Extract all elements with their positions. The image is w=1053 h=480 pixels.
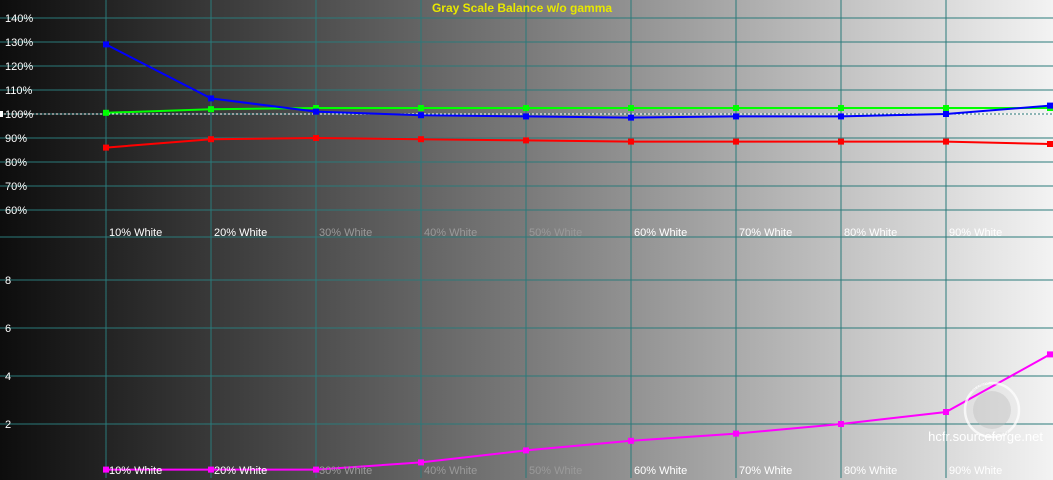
data-point: [943, 105, 949, 111]
data-point: [418, 136, 424, 143]
x-tick-label: 70% White: [739, 227, 792, 239]
y-tick-label: 6: [5, 323, 11, 335]
series-line: [106, 353, 1051, 471]
tick-labels: 140% 130% 120% 110% 100% 90% 80% 70% 60% 8 6 4 2 10% …: [5, 13, 1002, 477]
data-point: [838, 421, 844, 427]
data-point: [523, 447, 529, 454]
chart-title: Gray Scale Balance w/o gamma: [432, 1, 612, 15]
y-tick-label: 90%: [5, 133, 27, 145]
x-tick-label: 40% White: [424, 227, 477, 239]
data-point: [733, 113, 739, 120]
data-point: [838, 138, 844, 145]
data-point: [628, 437, 634, 444]
y-tick-label: 70%: [5, 181, 27, 193]
data-point: [523, 137, 529, 144]
data-point: [523, 105, 529, 111]
series-line: [105, 43, 1051, 119]
y-tick-label: 130%: [5, 37, 33, 49]
data-point: [838, 105, 844, 111]
watermark-site: hcfr.sourceforge.net: [928, 429, 1043, 444]
x-tick-label: 50% White: [529, 465, 582, 477]
data-point: [628, 105, 634, 111]
logo-disc: [973, 391, 1011, 429]
series-lines: [103, 41, 1053, 473]
data-point: [208, 106, 214, 113]
x-tick-label: 80% White: [844, 465, 897, 477]
x-tick-label: 60% White: [634, 227, 687, 239]
data-point: [523, 113, 529, 120]
data-point: [418, 112, 424, 119]
x-tick-label: 80% White: [844, 227, 897, 239]
y-tick-label: 120%: [5, 61, 33, 73]
data-point: [208, 136, 214, 143]
data-point: [103, 144, 109, 151]
series-line: [105, 107, 1050, 114]
data-point: [1047, 102, 1053, 109]
reference-marker: [0, 111, 3, 117]
x-tick-label: 40% White: [424, 465, 477, 477]
logo-url: www.ge.nl: [985, 431, 1008, 437]
data-point: [313, 105, 319, 111]
y-tick-label: 110%: [5, 85, 33, 97]
y-tick-label: 4: [5, 371, 11, 383]
data-point: [208, 95, 214, 102]
data-point: [103, 109, 109, 116]
x-tick-label: 70% White: [739, 465, 792, 477]
data-point: [103, 41, 109, 48]
data-point: [313, 466, 319, 473]
x-tick-label: 20% White: [214, 227, 267, 239]
reference-lines: [0, 111, 1053, 117]
x-tick-label: 50% White: [529, 227, 582, 239]
data-point: [943, 111, 949, 117]
logo-ring: [963, 381, 1021, 439]
data-point: [943, 409, 949, 415]
data-point: [103, 466, 109, 473]
x-tick-label: 10% White: [109, 465, 162, 477]
x-tick-label: 30% White: [319, 465, 372, 477]
data-point: [838, 113, 844, 120]
x-tick-label: 90% White: [949, 465, 1002, 477]
data-point: [943, 138, 949, 145]
data-point: [313, 135, 319, 141]
y-tick-label: 2: [5, 419, 11, 431]
y-tick-label: 60%: [5, 205, 27, 217]
data-point: [313, 108, 319, 115]
data-point: [1047, 351, 1053, 358]
data-point: [1047, 141, 1053, 147]
data-point: [628, 138, 634, 145]
y-tick-label: 80%: [5, 157, 27, 169]
data-point: [418, 459, 424, 466]
y-tick-label: 8: [5, 275, 11, 287]
x-tick-label: 20% White: [214, 465, 267, 477]
y-tick-label: 100%: [5, 109, 33, 121]
series-line: [105, 136, 1051, 149]
data-point: [208, 466, 214, 473]
data-point: [733, 138, 739, 145]
x-tick-label: 30% White: [319, 227, 372, 239]
x-tick-label: 90% White: [949, 227, 1002, 239]
data-point: [733, 105, 739, 111]
x-tick-label: 60% White: [634, 465, 687, 477]
data-point: [733, 430, 739, 437]
data-point: [418, 105, 424, 111]
x-tick-label: 10% White: [109, 227, 162, 239]
data-point: [628, 114, 634, 121]
y-tick-label: 140%: [5, 13, 33, 25]
